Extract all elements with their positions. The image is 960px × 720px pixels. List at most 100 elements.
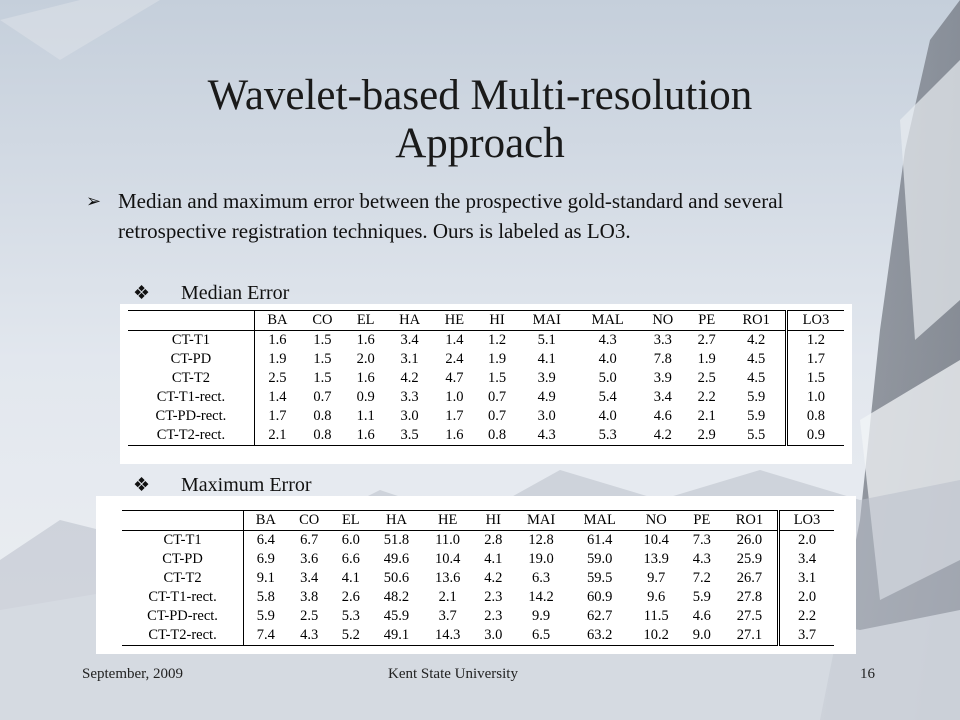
table-cell: 4.2 [653, 427, 672, 443]
table-cell: 4.7 [445, 370, 464, 386]
column-header: EL [330, 510, 371, 531]
table-cell: 0.8 [488, 427, 507, 443]
table-row: CT-T2 9.1 3.4 4.1 50.6 13.6 4.2 6.3 59.5 9.7 7.2 26… [122, 569, 834, 588]
table-cell: 7.4 [256, 627, 275, 643]
table-cell: 4.3 [692, 551, 711, 567]
table-cell: 5.8 [256, 589, 275, 605]
table-cell: 5.5 [747, 427, 766, 443]
table-cell: 27.1 [736, 627, 763, 643]
table-row: CT-PD-rect. 5.9 2.5 5.3 45.9 3.7 2.3 9.9 62.7 11.… [122, 607, 834, 626]
table-cell: 63.2 [587, 627, 613, 643]
table-cell: 27.8 [736, 589, 763, 605]
table-cell: 62.7 [587, 608, 613, 624]
table-corner-cell [122, 510, 245, 531]
table-cell: 51.8 [383, 532, 410, 548]
column-header: RO1 [727, 310, 787, 331]
table-row: CT-T1 1.6 1.5 1.6 3.4 1.4 1.2 5.1 4.3 3.3 2.7 4.2 1.… [128, 330, 844, 350]
table-cell: 1.2 [488, 332, 507, 348]
table-cell: 6.7 [300, 532, 319, 548]
column-header: MAL [568, 510, 631, 531]
table-cell: 2.1 [438, 589, 457, 605]
table-cell: 4.6 [692, 608, 711, 624]
column-header: NO [639, 310, 686, 331]
column-header: BA [243, 510, 288, 531]
table-row: CT-PD 1.9 1.5 2.0 3.1 2.4 1.9 4.1 4.0 7.8 1.9 4.5 1.… [128, 350, 844, 369]
row-label: CT-PD-rect. [128, 407, 255, 426]
table-cell: 3.3 [653, 332, 672, 348]
row-label: CT-T1-rect. [128, 388, 255, 407]
table-cell: 4.1 [341, 570, 360, 586]
footer-institution: Kent State University [388, 666, 518, 682]
table-cell: 3.9 [537, 370, 556, 386]
table-row: CT-T1-rect. 5.8 3.8 2.6 48.2 2.1 2.3 14.2 60.9 9.… [122, 588, 834, 607]
table-cell: 3.4 [653, 389, 672, 405]
table-cell: 1.0 [784, 388, 844, 407]
table-cell: 6.5 [532, 627, 551, 643]
table-cell: 1.6 [356, 370, 375, 386]
table-cell: 5.3 [341, 608, 360, 624]
row-label: CT-T1 [128, 330, 255, 350]
table-cell: 6.0 [341, 532, 360, 548]
table-cell: 3.7 [438, 608, 457, 624]
table-cell: 6.4 [256, 532, 275, 548]
row-label: CT-T2 [128, 369, 255, 388]
table-cell: 13.9 [643, 551, 669, 567]
table-cell: 2.3 [484, 589, 503, 605]
slide-number: 16 [860, 666, 875, 682]
table-cell: 1.7 [784, 350, 844, 369]
table-cell: 9.7 [647, 570, 666, 586]
table-cell: 2.5 [268, 370, 287, 386]
column-header: HI [473, 510, 514, 531]
table-cell: 4.3 [598, 332, 617, 348]
table-cell: 1.5 [313, 351, 332, 367]
table-cell: 11.5 [643, 608, 669, 624]
table-cell: 2.4 [445, 351, 464, 367]
table-cell: 5.2 [341, 627, 360, 643]
table-row: CT-T1 6.4 6.7 6.0 51.8 11.0 2.8 12.8 61.4 10.4 7.3… [122, 530, 834, 550]
table-cell: 0.7 [313, 389, 332, 405]
table-cell: 3.0 [537, 408, 556, 424]
table-cell: 2.0 [356, 351, 375, 367]
table-cell: 2.5 [300, 608, 319, 624]
table-cell: 4.9 [537, 389, 556, 405]
table-cell: 2.6 [341, 589, 360, 605]
table-cell: 7.8 [653, 351, 672, 367]
table-cell: 5.1 [537, 332, 556, 348]
table-cell: 4.5 [747, 370, 766, 386]
table-cell: 45.9 [383, 608, 410, 624]
column-header: MAI [517, 310, 576, 331]
footer-date: September, 2009 [82, 666, 184, 682]
table-cell: 5.3 [598, 427, 617, 443]
table-cell: 61.4 [587, 532, 613, 548]
column-header: HE [432, 310, 477, 331]
row-label: CT-T1 [122, 530, 245, 550]
table-cell: 6.6 [341, 551, 360, 567]
table-cell: 14.3 [434, 627, 461, 643]
column-header: MAL [575, 310, 640, 331]
table-cell: 10.4 [643, 532, 669, 548]
column-header: CO [300, 310, 345, 331]
row-label: CT-PD-rect. [122, 607, 245, 626]
row-label: CT-PD [128, 350, 255, 369]
table-cell: 6.3 [532, 570, 551, 586]
maximum-error-label: Maximum Error [181, 474, 312, 496]
table-cell: 3.6 [300, 551, 319, 567]
column-header: HI [476, 310, 518, 331]
table-cell: 1.9 [268, 351, 287, 367]
table-cell: 4.6 [653, 408, 672, 424]
table-row: CT-PD-rect. 1.7 0.8 1.1 3.0 1.7 0.7 3.0 4.0 4.6 2.… [128, 407, 844, 426]
table-cell: 4.2 [400, 370, 419, 386]
table-row: CT-T2 2.5 1.5 1.6 4.2 4.7 1.5 3.9 5.0 3.9 2.5 4.5 1.… [128, 369, 844, 388]
table-cell: 19.0 [528, 551, 554, 567]
table-cell: 4.0 [598, 408, 617, 424]
table-cell: 3.7 [777, 626, 834, 646]
bullet-text: Median and maximum error between the pro… [118, 189, 784, 243]
table-cell: 0.8 [313, 408, 332, 424]
table-cell: 3.4 [777, 550, 834, 569]
diamond-bullet-icon: ❖ [133, 283, 151, 304]
median-error-panel: BA CO EL HA HE HI MAI MAL NO PE RO1 LO3 CT-T1 1.6 1.5… [120, 304, 852, 464]
table-cell: 11.0 [435, 532, 461, 548]
arrow-bullet-icon: ➢ [86, 191, 102, 211]
maximum-error-table: BA CO EL HA HE HI MAI MAL NO PE RO1 LO3 CT-T1 6.4 6.7… [122, 510, 834, 646]
column-header: RO1 [721, 510, 779, 531]
